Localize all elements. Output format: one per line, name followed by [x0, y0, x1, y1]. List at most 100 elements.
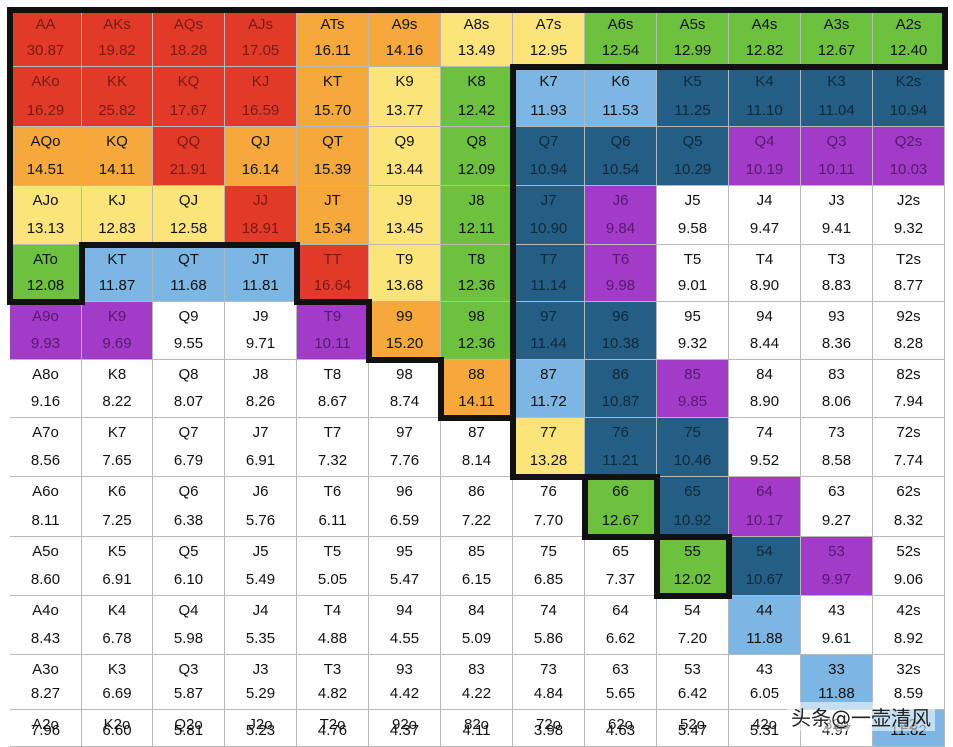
- hand-value: 16.29: [26, 102, 65, 119]
- hand-label: J9: [396, 192, 413, 209]
- hand-label: J8: [468, 192, 485, 209]
- hand-value: 14.11: [458, 393, 495, 410]
- hand-label: A2s: [895, 16, 922, 33]
- hand-value: 12.67: [817, 42, 856, 59]
- hand-label: Q7: [538, 133, 559, 150]
- hand-label: Q5: [682, 133, 703, 150]
- hand-cell: A7s 12.95: [513, 10, 585, 67]
- hand-cell: KK 25.82: [82, 67, 153, 127]
- hand-cell: AJo 13.13: [10, 186, 82, 245]
- hand-cell: JT 15.34: [297, 186, 369, 245]
- hand-cell: Q2o 5.81: [153, 710, 225, 747]
- hand-value: 6.91: [102, 571, 132, 588]
- hand-value: 12.95: [529, 42, 568, 59]
- hand-label: 44: [756, 602, 773, 619]
- hand-label: 63: [828, 483, 845, 500]
- hand-label: T4: [323, 602, 342, 619]
- hand-cell: T7 7.32: [297, 418, 369, 477]
- hand-value: 4.88: [317, 630, 348, 647]
- hand-label: 98: [396, 366, 413, 383]
- hand-label: K4: [107, 602, 127, 619]
- hand-value: 4.82: [317, 685, 348, 702]
- hand-label: K3: [107, 661, 127, 678]
- hand-value: 17.67: [169, 102, 208, 119]
- hand-cell: T9 10.11: [297, 302, 369, 360]
- hand-label: A3o: [32, 661, 59, 678]
- hand-value: 9.97: [821, 571, 852, 588]
- hand-value: 6.15: [461, 571, 492, 588]
- range-border: [294, 242, 300, 305]
- hand-value: 13.49: [457, 42, 496, 59]
- hand-cell: AQo 14.51: [10, 127, 82, 186]
- hand-label: T2s: [895, 251, 921, 268]
- hand-label: Q5: [178, 543, 199, 560]
- hand-label: J4: [252, 602, 269, 619]
- hand-label: A7s: [535, 16, 562, 33]
- hand-value: 6.79: [173, 452, 204, 469]
- hand-value: 7.20: [677, 630, 708, 647]
- hand-cell: QJ 16.14: [225, 127, 297, 186]
- hand-label: Q4: [178, 602, 199, 619]
- hand-value: 12.11: [458, 220, 495, 237]
- hand-cell: J2o 5.23: [225, 710, 297, 747]
- hand-label: Q2s: [894, 133, 923, 150]
- hand-cell: J9 13.45: [369, 186, 441, 245]
- hand-value: 9.93: [30, 335, 61, 352]
- hand-value: 12.36: [457, 335, 496, 352]
- hand-cell: 87 8.14: [441, 418, 513, 477]
- hand-value: 7.32: [317, 452, 348, 469]
- hand-value: 7.96: [30, 722, 61, 739]
- hand-label: Q8: [466, 133, 487, 150]
- hand-value: 13.13: [26, 220, 65, 237]
- hand-cell: T6 6.11: [297, 477, 369, 537]
- hand-cell: J7 10.90: [513, 186, 585, 245]
- hand-value: 5.81: [173, 722, 204, 739]
- hand-label: KQ: [106, 133, 128, 150]
- hand-value: 9.61: [821, 630, 852, 647]
- hand-cell: A4o 8.43: [10, 596, 82, 655]
- hand-value: 6.78: [102, 630, 132, 647]
- hand-cell: KJ 12.83: [82, 186, 153, 245]
- hand-value: 12.08: [26, 277, 65, 294]
- hand-label: A9s: [391, 16, 418, 33]
- hand-cell: 72s 7.74: [873, 418, 945, 477]
- hand-cell: T5 5.05: [297, 537, 369, 596]
- hand-label: 73: [540, 661, 557, 678]
- hand-label: 72s: [896, 424, 921, 441]
- hand-value: 13.68: [385, 277, 424, 294]
- hand-value: 8.67: [317, 393, 348, 410]
- hand-value: 16.64: [313, 277, 352, 294]
- hand-label: J8: [252, 366, 269, 383]
- hand-label: J5: [684, 192, 701, 209]
- hand-label: J2o: [248, 716, 273, 733]
- hand-value: 9.41: [821, 220, 852, 237]
- hand-label: Q8: [178, 366, 199, 383]
- hand-cell: T9 13.68: [369, 245, 441, 302]
- hand-value: 14.16: [385, 42, 424, 59]
- hand-cell: J8 8.26: [225, 360, 297, 418]
- range-border: [366, 357, 444, 363]
- hand-cell: J5 5.49: [225, 537, 297, 596]
- hand-value: 5.05: [317, 571, 348, 588]
- hand-label: A4o: [32, 602, 59, 619]
- hand-value: 4.22: [461, 685, 492, 702]
- hand-label: Q6: [178, 483, 199, 500]
- hand-label: J9: [252, 308, 269, 325]
- hand-label: K9: [395, 73, 414, 90]
- hand-cell: KT 15.70: [297, 67, 369, 127]
- hand-cell: K2o 6.60: [82, 710, 153, 747]
- hand-cell: J6 5.76: [225, 477, 297, 537]
- hand-value: 13.45: [385, 220, 424, 237]
- hand-cell: QT 11.68: [153, 245, 225, 302]
- hand-value: 15.70: [313, 102, 352, 119]
- hand-value: 8.36: [821, 335, 852, 352]
- hand-label: 88: [468, 366, 485, 383]
- hand-value: 10.11: [314, 335, 351, 352]
- hand-label: 73: [828, 424, 845, 441]
- hand-cell: 87 11.72: [513, 360, 585, 418]
- hand-label: KK: [106, 73, 127, 90]
- hand-value: 5.09: [461, 630, 492, 647]
- hand-value: 16.59: [241, 102, 280, 119]
- hand-cell: 96 10.38: [585, 302, 657, 360]
- hand-value: 14.51: [26, 161, 65, 178]
